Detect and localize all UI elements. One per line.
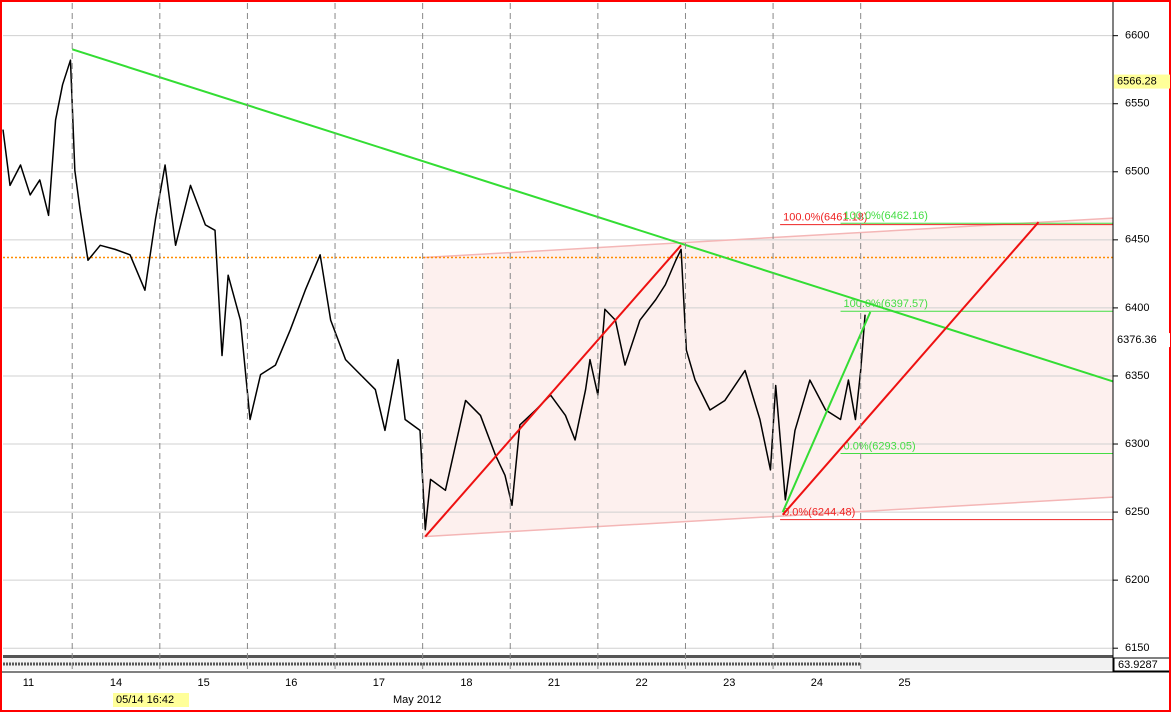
y-tick-label: 6200 bbox=[1125, 574, 1149, 586]
fib-label: 0.0%(6244.48) bbox=[783, 506, 855, 518]
x-tick-label: 16 bbox=[285, 677, 297, 689]
x-tick-label: 14 bbox=[110, 677, 122, 689]
axis-marker-box bbox=[1114, 74, 1170, 89]
cursor-label: 05/14 16:42 bbox=[116, 694, 174, 706]
y-tick-label: 6550 bbox=[1125, 98, 1149, 110]
x-tick-label: 24 bbox=[811, 677, 823, 689]
y-tick-label: 6350 bbox=[1125, 370, 1149, 382]
panel-separator bbox=[3, 655, 1113, 658]
x-axis-label: May 2012 bbox=[393, 694, 441, 706]
price-line bbox=[2, 59, 866, 531]
x-tick-label: 18 bbox=[460, 677, 472, 689]
y-tick-label: 6400 bbox=[1125, 302, 1149, 314]
x-tick-label: 21 bbox=[548, 677, 560, 689]
axis-marker-box bbox=[1114, 333, 1170, 348]
trend-line bbox=[424, 244, 682, 538]
y-tick-label: 6250 bbox=[1125, 506, 1149, 518]
x-tick-label: 25 bbox=[898, 677, 910, 689]
trend-line bbox=[781, 311, 872, 513]
plot-area: 100.0%(6461.18)100.0%(6462.16)100.0%(639… bbox=[2, 35, 1114, 649]
fib-label: 100.0%(6461.18) bbox=[783, 212, 867, 224]
y-tick-label: 6300 bbox=[1125, 438, 1149, 450]
axis-marker-label: 6376.36 bbox=[1117, 334, 1157, 346]
fib-label: 0.0%(6293.05) bbox=[844, 440, 916, 452]
y-tick-label: 6450 bbox=[1125, 234, 1149, 246]
channel-line bbox=[423, 496, 1114, 538]
x-tick-label: 23 bbox=[723, 677, 735, 689]
axis-marker-label: 6566.28 bbox=[1117, 75, 1157, 87]
trend-line bbox=[71, 48, 1114, 383]
x-tick-label: 22 bbox=[636, 677, 648, 689]
lower-panel-label: 63.9287 bbox=[1118, 659, 1158, 671]
cursor-label-box bbox=[113, 693, 189, 707]
x-tick-label: 11 bbox=[23, 677, 34, 689]
x-tick-label: 15 bbox=[197, 677, 209, 689]
x-tick-label: 17 bbox=[373, 677, 385, 689]
fib-label: 100.0%(6462.16) bbox=[844, 210, 928, 222]
y-tick-label: 6500 bbox=[1125, 166, 1149, 178]
channel-fill bbox=[423, 218, 1114, 537]
y-tick-label: 6600 bbox=[1125, 30, 1149, 42]
trend-line bbox=[781, 221, 1040, 516]
y-tick-label: 6150 bbox=[1125, 642, 1149, 654]
